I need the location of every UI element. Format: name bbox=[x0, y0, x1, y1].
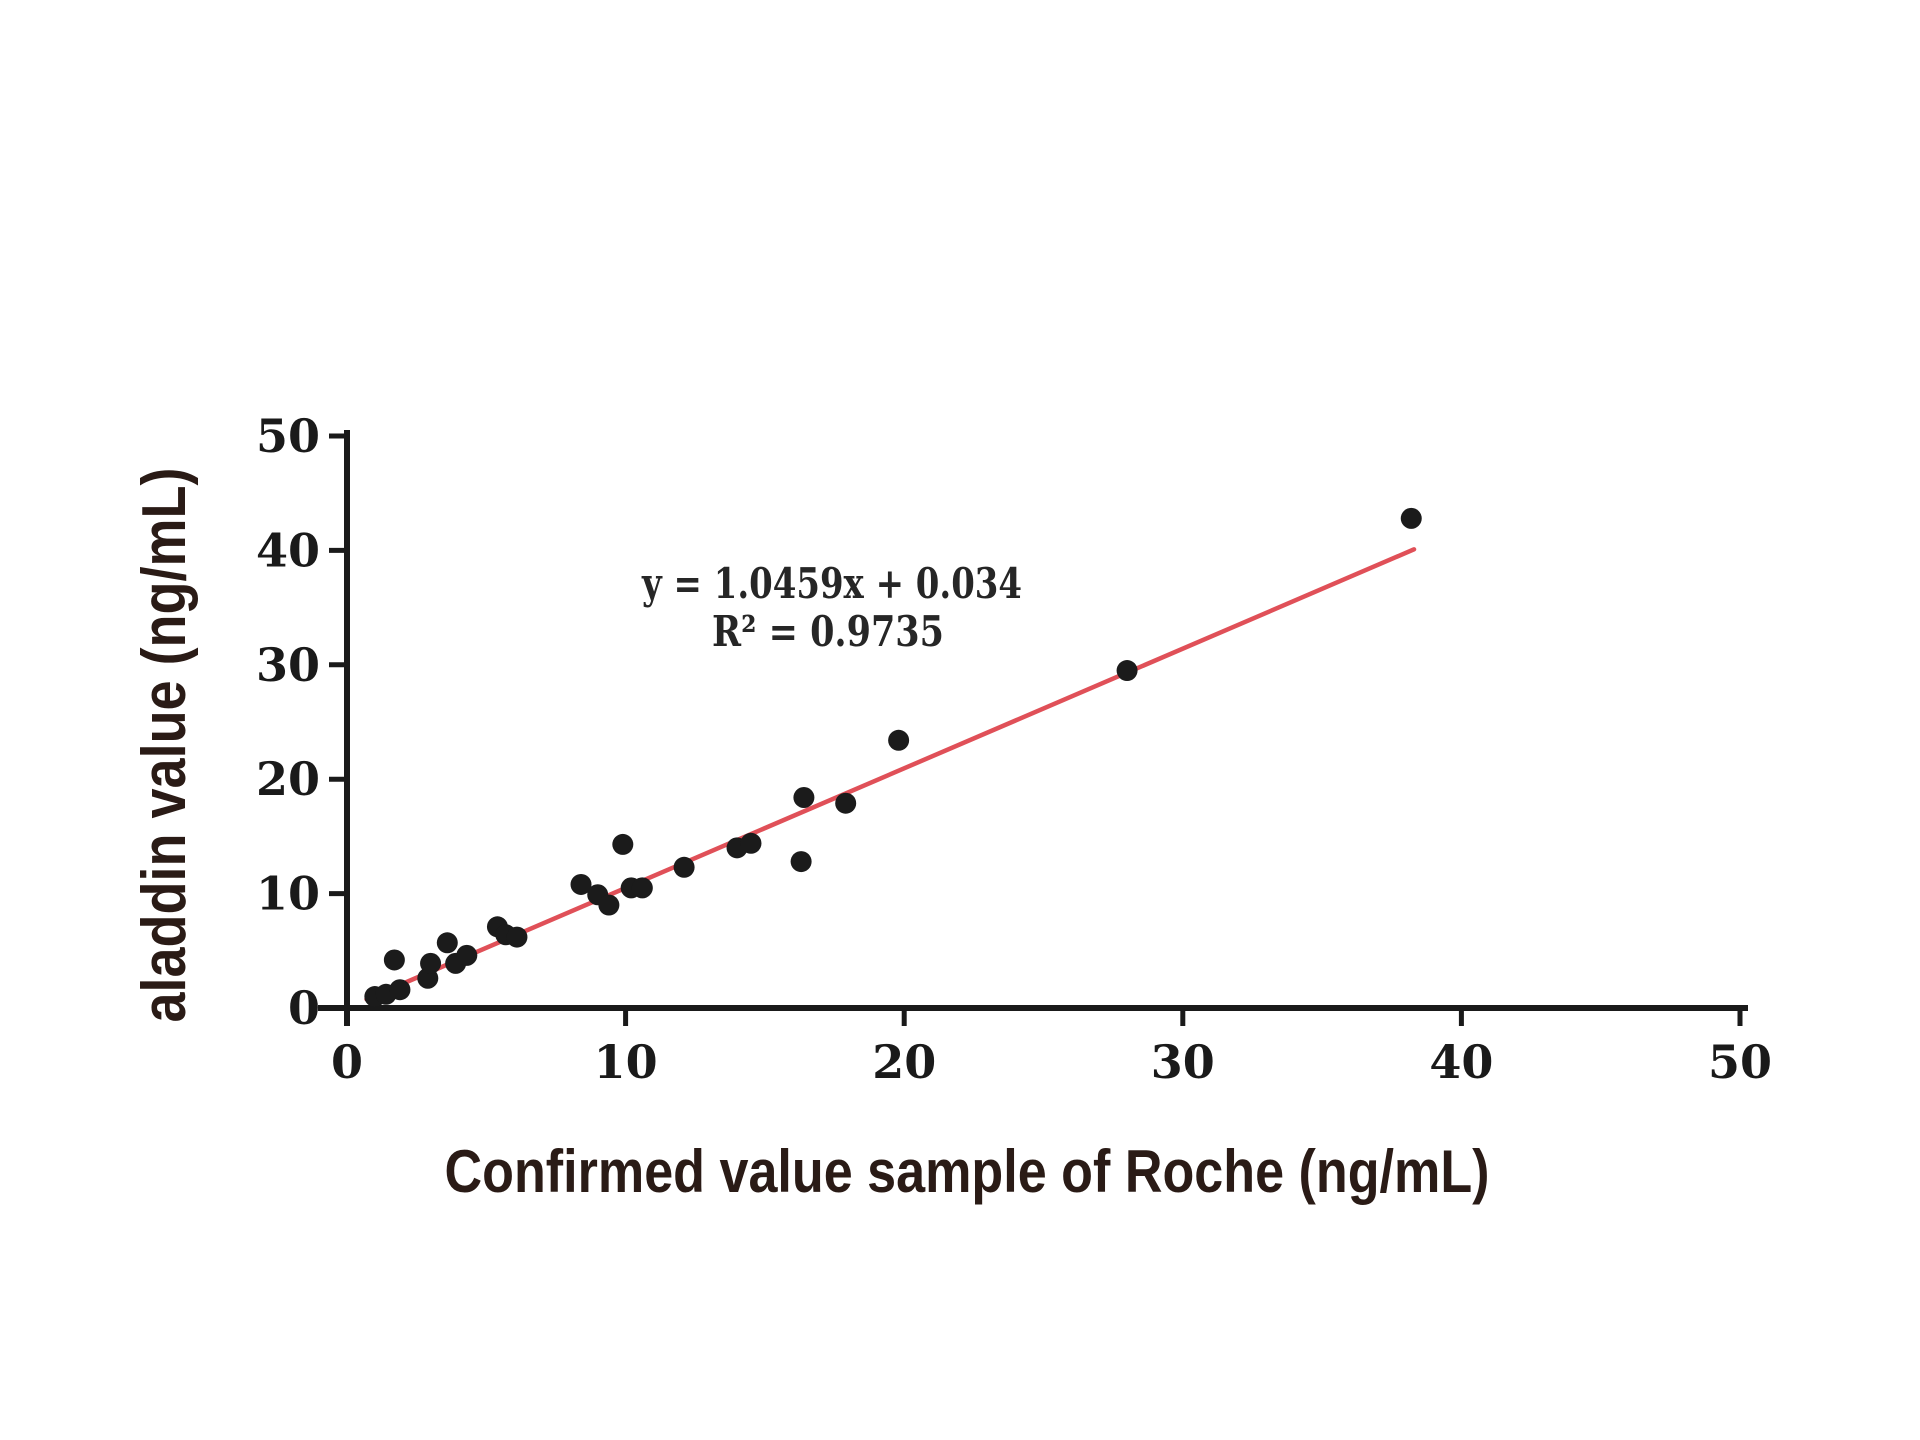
y-tick-label: 30 bbox=[256, 638, 320, 692]
data-point bbox=[888, 729, 910, 751]
r-squared-label: R² = 0.9735 bbox=[712, 607, 944, 656]
x-axis-ticks: 0 10 20 30 40 50 bbox=[331, 1008, 1772, 1089]
data-point bbox=[740, 832, 762, 854]
data-point bbox=[1116, 660, 1138, 682]
y-axis-ticks: 0 10 20 30 40 50 bbox=[256, 409, 347, 1035]
data-point bbox=[506, 926, 528, 948]
y-tick-label: 10 bbox=[256, 867, 320, 921]
x-tick-label: 20 bbox=[872, 1035, 936, 1089]
x-tick-label: 10 bbox=[594, 1035, 658, 1089]
data-point bbox=[598, 894, 620, 916]
data-point bbox=[420, 952, 442, 974]
data-point bbox=[1400, 507, 1422, 529]
x-tick-label: 40 bbox=[1429, 1035, 1493, 1089]
x-axis-title: Confirmed value sample of Roche (ng/mL) bbox=[445, 1138, 1490, 1205]
x-tick-label: 30 bbox=[1151, 1035, 1215, 1089]
y-tick-label: 40 bbox=[256, 523, 320, 577]
data-point bbox=[835, 792, 857, 814]
y-tick-label: 50 bbox=[256, 409, 320, 463]
data-point bbox=[389, 979, 411, 1001]
data-point bbox=[383, 949, 405, 971]
data-points-group bbox=[364, 507, 1422, 1008]
y-tick-label: 0 bbox=[288, 981, 320, 1035]
data-point bbox=[570, 873, 592, 895]
data-point bbox=[456, 944, 478, 966]
data-point bbox=[631, 877, 653, 899]
data-point bbox=[673, 856, 695, 878]
data-point bbox=[436, 932, 458, 954]
regression-equation: y = 1.0459x + 0.034 bbox=[641, 559, 1022, 608]
x-tick-label: 0 bbox=[331, 1035, 363, 1089]
data-point bbox=[790, 851, 812, 873]
x-tick-label: 50 bbox=[1708, 1035, 1772, 1089]
y-axis-title: aladdin value (ng/mL) bbox=[130, 468, 199, 1023]
trend-line-group bbox=[364, 547, 1417, 1002]
trend-line bbox=[364, 547, 1417, 1002]
data-point bbox=[793, 787, 815, 809]
y-tick-label: 20 bbox=[256, 752, 320, 806]
data-point bbox=[612, 833, 634, 855]
